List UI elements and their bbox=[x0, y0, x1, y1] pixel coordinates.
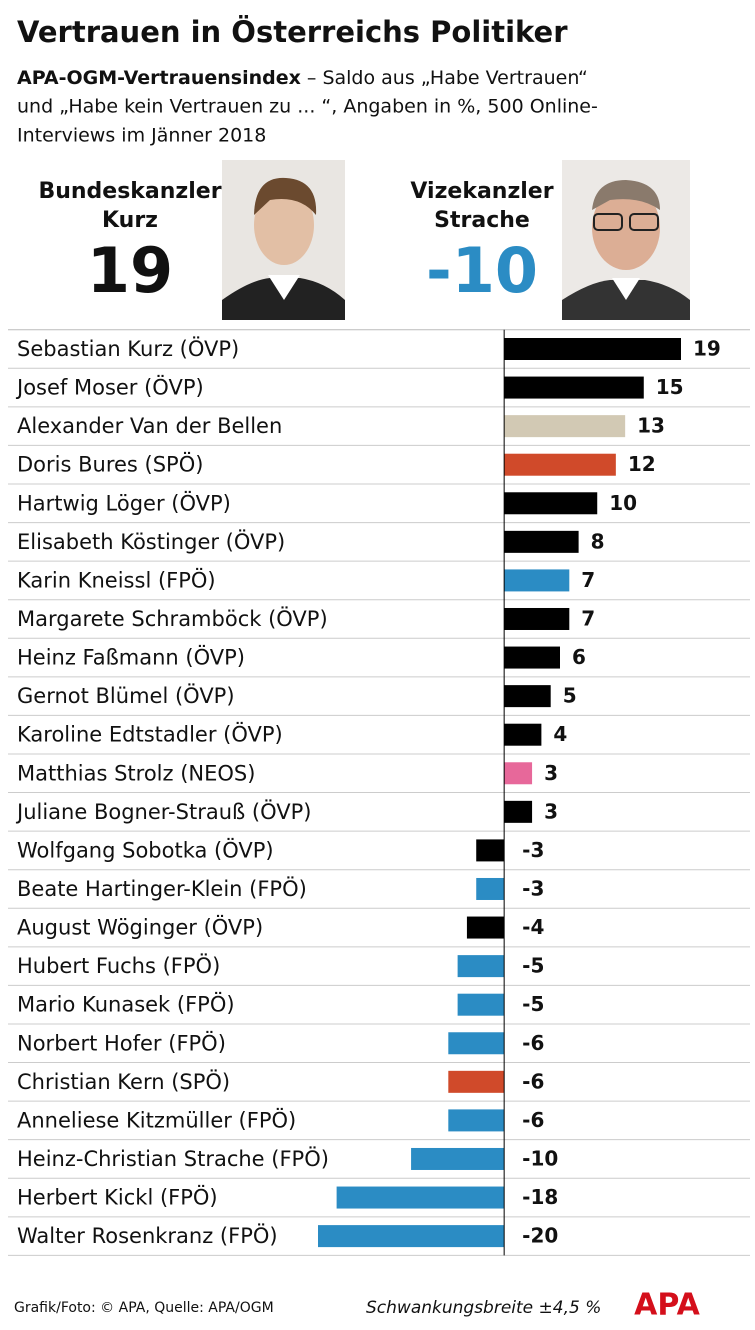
value-label: -5 bbox=[522, 992, 544, 1016]
logo: APA bbox=[634, 1288, 700, 1323]
value-label: 15 bbox=[656, 375, 684, 399]
highlight-label: Bundeskanzler bbox=[38, 179, 221, 204]
bar bbox=[336, 1186, 505, 1209]
bar bbox=[504, 646, 560, 669]
highlight-value: 19 bbox=[87, 234, 173, 307]
category-label: Anneliese Kitzmüller (FPÖ) bbox=[17, 1107, 296, 1132]
category-label: Karin Kneissl (FPÖ) bbox=[17, 567, 216, 592]
category-label: Norbert Hofer (FPÖ) bbox=[17, 1030, 226, 1055]
value-label: -6 bbox=[522, 1108, 544, 1132]
category-label: Matthias Strolz (NEOS) bbox=[17, 761, 255, 785]
photo-kurz bbox=[222, 160, 345, 320]
value-label: -3 bbox=[522, 876, 544, 900]
value-label: 6 bbox=[572, 645, 586, 669]
highlight-label: Kurz bbox=[102, 208, 158, 233]
value-label: 3 bbox=[544, 799, 558, 823]
subtitle-line: und „Habe kein Vertrauen zu ... “, Angab… bbox=[17, 96, 598, 118]
subtitle: APA-OGM-Vertrauensindex – Saldo aus „Hab… bbox=[17, 67, 588, 89]
category-label: Hubert Fuchs (FPÖ) bbox=[17, 953, 220, 978]
value-label: -20 bbox=[522, 1224, 558, 1248]
note: Schwankungsbreite ±4,5 % bbox=[366, 1298, 601, 1318]
highlight-value: -10 bbox=[426, 234, 538, 307]
value-label: 7 bbox=[581, 606, 595, 630]
category-label: Gernot Blümel (ÖVP) bbox=[17, 683, 235, 708]
bar bbox=[504, 453, 616, 476]
source: Grafik/Foto: © APA, Quelle: APA/OGM bbox=[14, 1300, 274, 1316]
bar bbox=[476, 839, 505, 862]
highlight-label: Vizekanzler bbox=[410, 179, 553, 204]
value-label: 7 bbox=[581, 568, 595, 592]
category-label: Margarete Schramböck (ÖVP) bbox=[17, 606, 328, 631]
value-label: 8 bbox=[591, 529, 605, 553]
category-label: Doris Bures (SPÖ) bbox=[17, 452, 203, 477]
photo-strache bbox=[562, 160, 690, 320]
bar bbox=[504, 530, 579, 553]
subtitle-line: – Saldo aus „Habe Vertrauen“ bbox=[301, 67, 588, 89]
category-label: Walter Rosenkranz (FPÖ) bbox=[17, 1223, 278, 1248]
value-label: -6 bbox=[522, 1069, 544, 1093]
value-label: 5 bbox=[563, 684, 577, 708]
bar bbox=[504, 723, 542, 746]
bar bbox=[318, 1225, 505, 1248]
value-label: 10 bbox=[609, 491, 637, 515]
category-label: Josef Moser (ÖVP) bbox=[15, 375, 204, 400]
subtitle-line: Interviews im Jänner 2018 bbox=[17, 125, 266, 147]
category-label: Beate Hartinger-Klein (FPÖ) bbox=[17, 876, 307, 901]
category-label: August Wöginger (ÖVP) bbox=[17, 915, 263, 940]
bar bbox=[476, 877, 505, 900]
value-label: -18 bbox=[522, 1185, 558, 1209]
bar bbox=[504, 492, 598, 515]
bar bbox=[504, 415, 626, 438]
bar bbox=[504, 376, 644, 399]
category-label: Christian Kern (SPÖ) bbox=[17, 1069, 230, 1094]
bar bbox=[457, 993, 505, 1016]
highlight-label: Strache bbox=[434, 208, 530, 233]
value-label: -4 bbox=[522, 915, 544, 939]
category-label: Hartwig Löger (ÖVP) bbox=[17, 490, 231, 515]
bar bbox=[504, 607, 570, 630]
bar bbox=[457, 955, 505, 978]
category-label: Wolfgang Sobotka (ÖVP) bbox=[17, 837, 274, 862]
category-label: Sebastian Kurz (ÖVP) bbox=[17, 336, 239, 361]
bar bbox=[504, 338, 681, 360]
value-label: 13 bbox=[637, 414, 665, 438]
category-label: Karoline Edtstadler (ÖVP) bbox=[17, 722, 283, 747]
bar bbox=[448, 1070, 505, 1093]
bar bbox=[504, 800, 533, 823]
bar bbox=[504, 569, 570, 592]
value-label: 3 bbox=[544, 761, 558, 785]
category-label: Heinz-Christian Strache (FPÖ) bbox=[17, 1146, 329, 1171]
subtitle-bold: APA-OGM-Vertrauensindex bbox=[17, 67, 301, 89]
value-label: 4 bbox=[553, 722, 567, 746]
value-label: 19 bbox=[693, 337, 721, 361]
bar bbox=[448, 1032, 505, 1055]
category-label: Herbert Kickl (FPÖ) bbox=[17, 1185, 218, 1210]
bar bbox=[504, 762, 533, 785]
bar bbox=[448, 1109, 505, 1132]
value-label: -6 bbox=[522, 1031, 544, 1055]
value-label: -5 bbox=[522, 954, 544, 978]
bar bbox=[504, 685, 551, 708]
bar bbox=[411, 1147, 505, 1170]
value-label: -10 bbox=[522, 1146, 558, 1170]
category-label: Heinz Faßmann (ÖVP) bbox=[17, 645, 245, 670]
category-label: Juliane Bogner-Strauß (ÖVP) bbox=[15, 799, 311, 824]
category-label: Alexander Van der Bellen bbox=[17, 414, 282, 438]
bar bbox=[466, 916, 505, 939]
value-label: -3 bbox=[522, 838, 544, 862]
category-label: Elisabeth Köstinger (ÖVP) bbox=[17, 529, 285, 554]
category-label: Mario Kunasek (FPÖ) bbox=[17, 992, 235, 1017]
chart-title: Vertrauen in Österreichs Politiker bbox=[17, 15, 568, 49]
value-label: 12 bbox=[628, 452, 656, 476]
